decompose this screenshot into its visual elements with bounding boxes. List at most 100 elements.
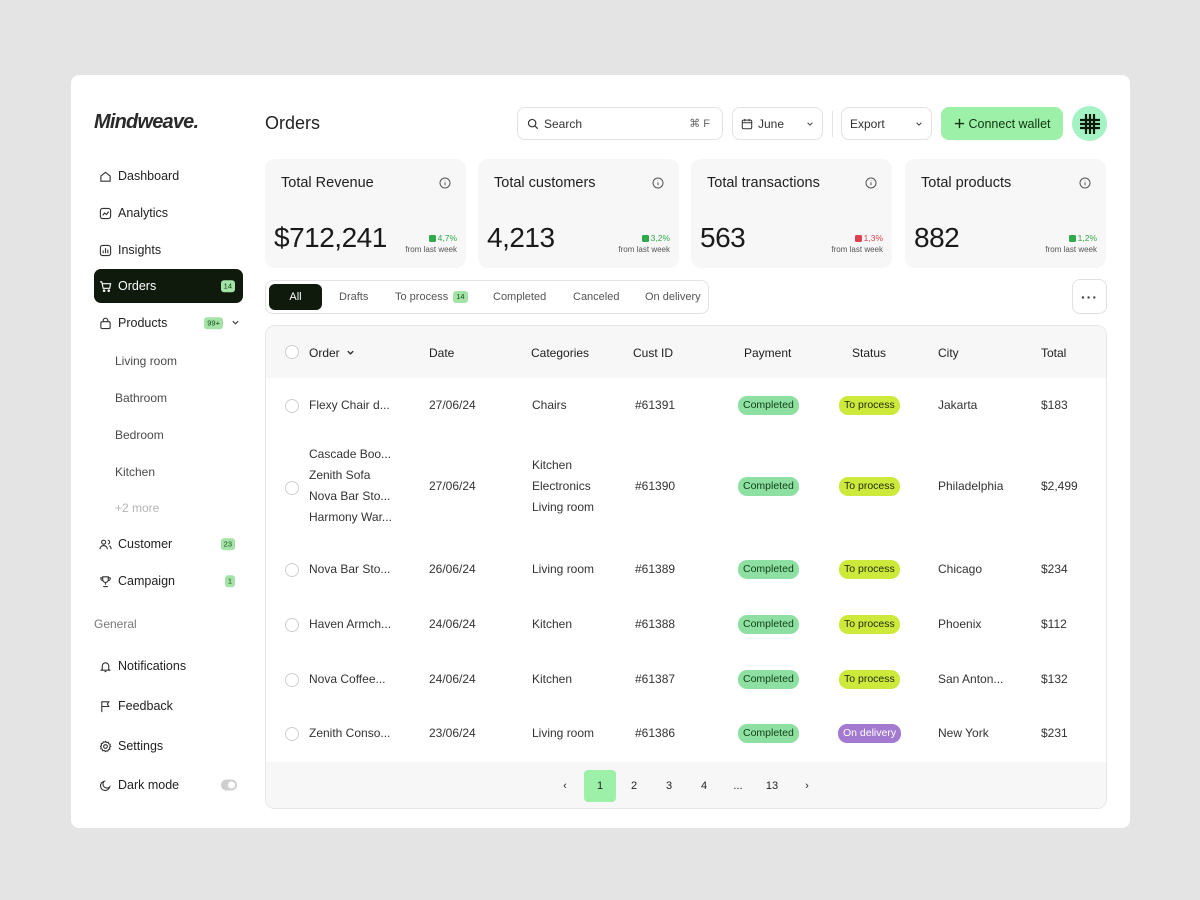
info-icon[interactable]	[439, 177, 451, 189]
order-item: Nova Bar Sto...	[309, 562, 391, 576]
status-badge: On delivery	[838, 724, 902, 743]
stat-card-products: Total products 882 1,2% from last week	[905, 159, 1106, 268]
sidebar-item-label: Orders	[118, 279, 157, 293]
stat-value: 882	[914, 222, 960, 253]
orders-table: Order Date Categories Cust ID Payment St…	[265, 325, 1107, 809]
order-category: Chairs	[532, 398, 567, 412]
search-placeholder: Search	[544, 116, 583, 131]
order-item: Cascade Boo...	[309, 447, 392, 461]
users-icon	[99, 539, 112, 549]
tab-all[interactable]: All	[269, 284, 322, 310]
order-total: $183	[1041, 398, 1068, 412]
row-checkbox[interactable]	[285, 673, 299, 687]
sidebar-subitem-bedroom[interactable]: Bedroom	[115, 428, 164, 442]
order-item: Nova Bar Sto...	[309, 489, 391, 503]
page-button-4[interactable]: 4	[700, 780, 708, 792]
pagination-next-button[interactable]: ›	[805, 780, 809, 792]
stat-card-customers: Total customers 4,213 3,2% from last wee…	[478, 159, 679, 268]
cart-icon	[99, 280, 112, 292]
order-category: Living room	[532, 726, 595, 740]
status-badge: To process	[839, 396, 900, 415]
page-button-1[interactable]: 1	[584, 770, 616, 802]
sidebar-item-orders[interactable]: Orders 14	[94, 269, 243, 303]
page-button-3[interactable]: 3	[665, 780, 673, 792]
trend-up-icon	[428, 234, 436, 242]
sidebar-item-label: Settings	[118, 739, 164, 753]
table-row[interactable]: Cascade Boo... Zenith Sofa Nova Bar Sto.…	[266, 434, 1106, 544]
order-city: Philadelphia	[938, 479, 1004, 493]
tab-drafts[interactable]: Drafts	[339, 291, 369, 303]
sidebar-item-products[interactable]: Products 99+	[94, 306, 243, 340]
page-button-2[interactable]: 2	[630, 780, 638, 792]
column-header-city: City	[938, 346, 959, 360]
sidebar-item-customer[interactable]: Customer 23	[94, 527, 243, 561]
campaign-count-badge: 1	[224, 575, 235, 587]
sidebar-subitem-more[interactable]: +2 more	[115, 501, 160, 515]
table-row[interactable]: Zenith Conso... 23/06/24 Living room #61…	[266, 708, 1106, 762]
connect-wallet-label: Connect wallet	[968, 116, 1051, 131]
row-checkbox[interactable]	[285, 399, 299, 413]
sidebar-subitem-kitchen[interactable]: Kitchen	[115, 465, 156, 479]
sidebar-item-analytics[interactable]: Analytics	[94, 196, 243, 230]
column-header-cust-id: Cust ID	[633, 346, 674, 360]
stat-label: Total Revenue	[281, 175, 374, 191]
sidebar-item-label: Products	[118, 316, 168, 330]
column-header-order[interactable]: Order	[309, 346, 355, 360]
export-select[interactable]: Export	[841, 107, 932, 140]
order-item: Zenith Conso...	[309, 726, 391, 740]
row-checkbox[interactable]	[285, 727, 299, 741]
order-date: 24/06/24	[429, 672, 476, 686]
stat-change: 1,2%	[1068, 233, 1097, 243]
month-select[interactable]: June	[732, 107, 823, 140]
dark-mode-toggle[interactable]	[221, 779, 237, 791]
info-icon[interactable]	[652, 177, 664, 189]
tab-canceled[interactable]: Canceled	[573, 291, 620, 303]
order-date: 23/06/24	[429, 726, 476, 740]
tab-to-process[interactable]: To process 14	[395, 284, 468, 310]
sidebar-item-feedback[interactable]: Feedback	[94, 689, 243, 723]
order-total: $231	[1041, 726, 1068, 740]
stat-label: Total customers	[494, 175, 596, 191]
table-row[interactable]: Haven Armch... 24/06/24 Kitchen #61388 C…	[266, 598, 1106, 653]
table-header: Order Date Categories Cust ID Payment St…	[266, 326, 1106, 378]
table-row[interactable]: Flexy Chair d... 27/06/24 Chairs #61391 …	[266, 378, 1106, 434]
orders-count-badge: 14	[220, 280, 235, 292]
chevron-down-icon[interactable]	[231, 318, 240, 327]
tab-completed[interactable]: Completed	[493, 291, 547, 303]
table-row[interactable]: Nova Coffee... 24/06/24 Kitchen #61387 C…	[266, 653, 1106, 708]
search-input[interactable]: Search ⌘ F	[517, 107, 723, 140]
row-checkbox[interactable]	[285, 618, 299, 632]
stat-value: 563	[700, 222, 746, 253]
info-icon[interactable]	[1079, 177, 1091, 189]
sidebar-subitem-living-room[interactable]: Living room	[115, 354, 178, 368]
pagination-prev-button[interactable]: ‹	[563, 780, 567, 792]
sidebar-item-dashboard[interactable]: Dashboard	[94, 159, 243, 193]
order-category: Living room	[532, 500, 595, 514]
row-checkbox[interactable]	[285, 481, 299, 495]
sidebar-item-notifications[interactable]: Notifications	[94, 649, 243, 683]
tab-label: To process	[395, 291, 449, 303]
page-button-13[interactable]: 13	[765, 780, 779, 792]
tab-on-delivery[interactable]: On delivery	[645, 291, 701, 303]
stat-change-value: 1,3%	[863, 233, 883, 243]
info-icon[interactable]	[865, 177, 877, 189]
avatar[interactable]	[1072, 106, 1107, 141]
cust-id: #61386	[635, 726, 676, 740]
status-badge: To process	[839, 477, 900, 496]
table-row[interactable]: Nova Bar Sto... 26/06/24 Living room #61…	[266, 544, 1106, 598]
sidebar-item-label: Campaign	[118, 574, 175, 588]
cust-id: #61391	[635, 398, 676, 412]
sidebar-item-settings[interactable]: Settings	[94, 729, 243, 763]
more-options-button[interactable]: ···	[1072, 279, 1107, 314]
sidebar-item-insights[interactable]: Insights	[94, 233, 243, 267]
sidebar-item-campaign[interactable]: Campaign 1	[94, 564, 243, 598]
connect-wallet-button[interactable]: Connect wallet	[941, 107, 1063, 140]
home-icon	[100, 171, 111, 182]
select-all-checkbox[interactable]	[285, 345, 299, 359]
row-checkbox[interactable]	[285, 563, 299, 577]
stat-sub: from last week	[1045, 245, 1097, 254]
brand-logo: Mindweave.	[94, 111, 199, 133]
payment-badge: Completed	[738, 477, 799, 496]
order-date: 27/06/24	[429, 479, 476, 493]
sidebar-subitem-bathroom[interactable]: Bathroom	[115, 391, 168, 405]
